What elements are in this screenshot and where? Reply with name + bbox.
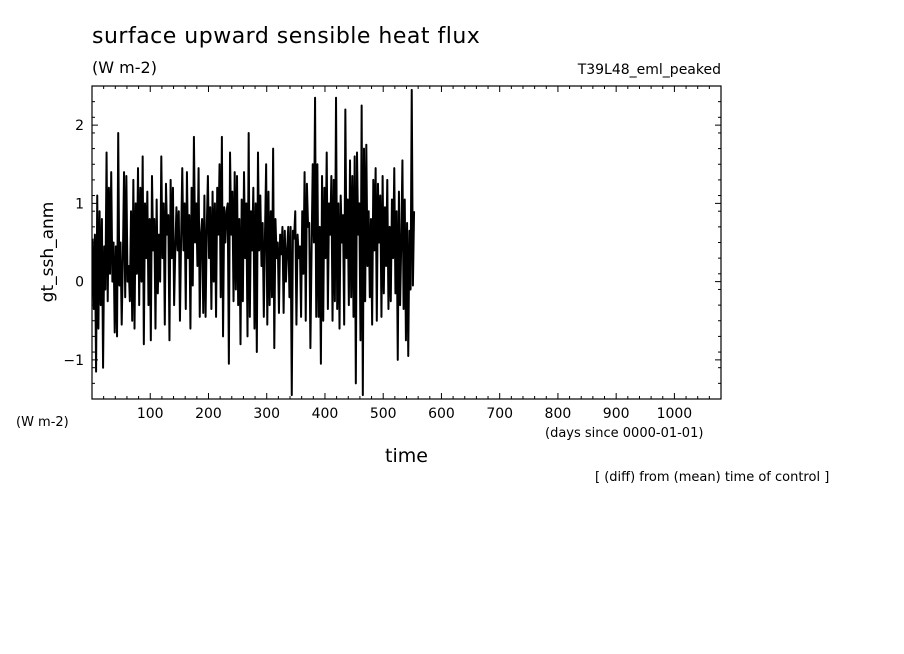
axis-ticks: 100 200 300 400 500 600 700 800 900 1000 −1 0 1 2 — [63, 85, 721, 422]
x-tick-label: 500 — [370, 406, 397, 422]
x-axis-unit-label: (days since 0000-01-01) — [545, 426, 704, 441]
x-tick-label: 700 — [486, 406, 513, 422]
plot-area — [91, 88, 416, 397]
x-axis-label: time — [385, 445, 428, 467]
x-tick-label: 800 — [545, 406, 572, 422]
x-tick-label: 1000 — [657, 406, 693, 422]
x-tick-label: 400 — [312, 406, 339, 422]
x-tick-label: 900 — [603, 406, 630, 422]
x-tick-label: 100 — [137, 406, 164, 422]
chart-title: surface upward sensible heat flux — [92, 24, 481, 49]
y-tick-label: −1 — [63, 353, 84, 369]
y-units-label: (W m-2) — [16, 415, 69, 430]
y-tick-label: 1 — [75, 196, 84, 212]
x-tick-label: 200 — [195, 406, 222, 422]
series-line-0 — [91, 88, 416, 397]
diff-note: [ (diff) from (mean) time of control ] — [595, 470, 830, 485]
chart-units: (W m-2) — [92, 58, 157, 77]
y-tick-label: 2 — [75, 118, 84, 134]
x-tick-label: 600 — [428, 406, 455, 422]
run-name-label: T39L48_eml_peaked — [577, 62, 721, 78]
x-tick-label: 300 — [253, 406, 280, 422]
y-tick-label: 0 — [75, 275, 84, 291]
